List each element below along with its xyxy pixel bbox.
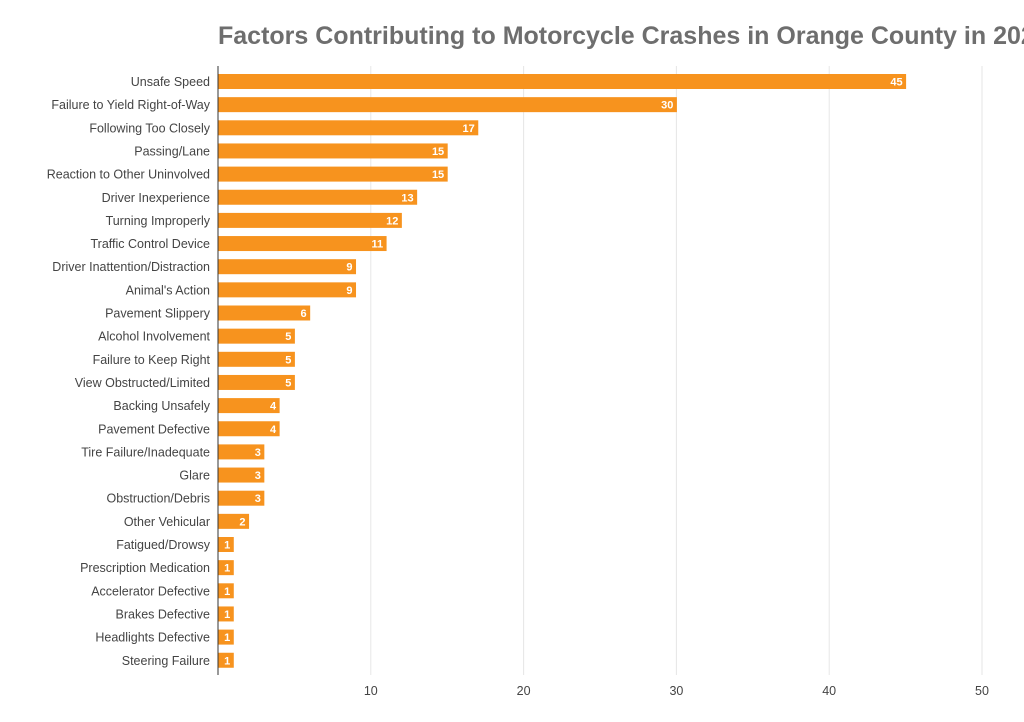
bar-value-label: 9 xyxy=(346,285,352,297)
bar-value-label: 11 xyxy=(371,239,383,251)
bar-value-label: 1 xyxy=(224,609,230,621)
axis-layer: 10 20 30 40 50 xyxy=(217,66,989,698)
bar xyxy=(218,421,280,437)
bar xyxy=(218,305,311,321)
category-label: Animal's Action xyxy=(126,283,210,297)
category-label: Tire Failure/Inadequate xyxy=(81,445,210,459)
bar-value-label: 13 xyxy=(401,192,413,204)
category-label: Backing Unsafely xyxy=(113,399,210,413)
bar-value-label: 3 xyxy=(255,470,261,482)
category-label: Passing/Lane xyxy=(134,144,210,158)
category-label: Other Vehicular xyxy=(124,515,210,529)
category-label: Prescription Medication xyxy=(80,561,210,575)
bar-value-label: 5 xyxy=(285,354,291,366)
category-label: Fatigued/Drowsy xyxy=(116,538,211,552)
category-label: Driver Inexperience xyxy=(102,191,210,205)
bar-value-label: 1 xyxy=(224,540,230,552)
bar xyxy=(218,282,357,298)
category-label: Reaction to Other Uninvolved xyxy=(47,168,210,182)
bar-value-label: 1 xyxy=(224,655,230,667)
bar xyxy=(218,513,250,529)
bar-value-label: 5 xyxy=(285,377,291,389)
bar xyxy=(218,120,479,136)
bar-value-label: 4 xyxy=(270,401,277,413)
bar xyxy=(218,212,402,228)
category-label: Steering Failure xyxy=(122,654,210,668)
category-label: Pavement Slippery xyxy=(105,307,211,321)
bar xyxy=(218,467,265,483)
category-label: Alcohol Involvement xyxy=(98,330,210,344)
bar-layer xyxy=(218,74,907,668)
bar xyxy=(218,97,677,113)
bar xyxy=(218,143,448,159)
category-label: Failure to Yield Right-of-Way xyxy=(51,98,210,112)
category-label: Obstruction/Debris xyxy=(106,492,210,506)
chart-title: Factors Contributing to Motorcycle Crash… xyxy=(218,22,1024,50)
x-tick-label-30: 30 xyxy=(669,684,683,698)
x-tick-label-50: 50 xyxy=(975,684,989,698)
bar xyxy=(218,490,265,506)
bar xyxy=(218,537,234,552)
category-label: Following Too Closely xyxy=(89,121,210,135)
bar xyxy=(218,560,234,576)
category-label: View Obstructed/Limited xyxy=(75,376,210,390)
bar-value-label: 2 xyxy=(239,516,245,528)
bar xyxy=(218,189,418,205)
category-label: Turning Improperly xyxy=(106,214,211,228)
bar-value-label: 3 xyxy=(255,493,261,505)
bar-value-label: 1 xyxy=(224,586,230,598)
bar-value-label: 12 xyxy=(386,215,398,227)
bar xyxy=(218,629,234,645)
bar-value-label: 15 xyxy=(432,146,444,158)
bar xyxy=(218,444,265,460)
category-label: Failure to Keep Right xyxy=(93,353,211,367)
bar xyxy=(218,166,448,182)
bar xyxy=(218,583,234,599)
bar xyxy=(218,374,295,390)
category-label: Glare xyxy=(179,469,210,483)
x-tick-label-20: 20 xyxy=(517,684,531,698)
bar-value-label: 45 xyxy=(890,77,902,89)
bar-value-label: 5 xyxy=(285,331,291,343)
bar xyxy=(218,236,387,252)
bar xyxy=(218,259,357,275)
category-label: Headlights Defective xyxy=(95,631,210,645)
bar xyxy=(218,398,280,414)
category-label: Pavement Defective xyxy=(98,422,210,436)
bar-value-label: 6 xyxy=(301,308,307,320)
bar xyxy=(218,74,907,89)
bar-value-label: 4 xyxy=(270,424,277,436)
category-label: Driver Inattention/Distraction xyxy=(52,260,210,274)
category-label: Unsafe Speed xyxy=(131,75,210,89)
grid-layer xyxy=(370,66,983,675)
x-tick-label-10: 10 xyxy=(364,684,378,698)
category-label: Brakes Defective xyxy=(116,607,211,621)
bar xyxy=(218,351,295,367)
bar xyxy=(218,606,234,622)
category-label: Accelerator Defective xyxy=(91,584,210,598)
bar-value-label: 1 xyxy=(224,563,230,575)
bar-value-label: 1 xyxy=(224,632,230,644)
bar xyxy=(218,652,234,668)
bar-value-label: 17 xyxy=(463,123,475,135)
bar xyxy=(218,328,295,344)
bar-value-label: 30 xyxy=(661,100,673,112)
x-tick-label-40: 40 xyxy=(822,684,836,698)
category-label: Traffic Control Device xyxy=(91,237,211,251)
bar-value-label: 15 xyxy=(432,169,444,181)
bar-value-label: 9 xyxy=(346,262,352,274)
bar-value-label: 3 xyxy=(255,447,261,459)
